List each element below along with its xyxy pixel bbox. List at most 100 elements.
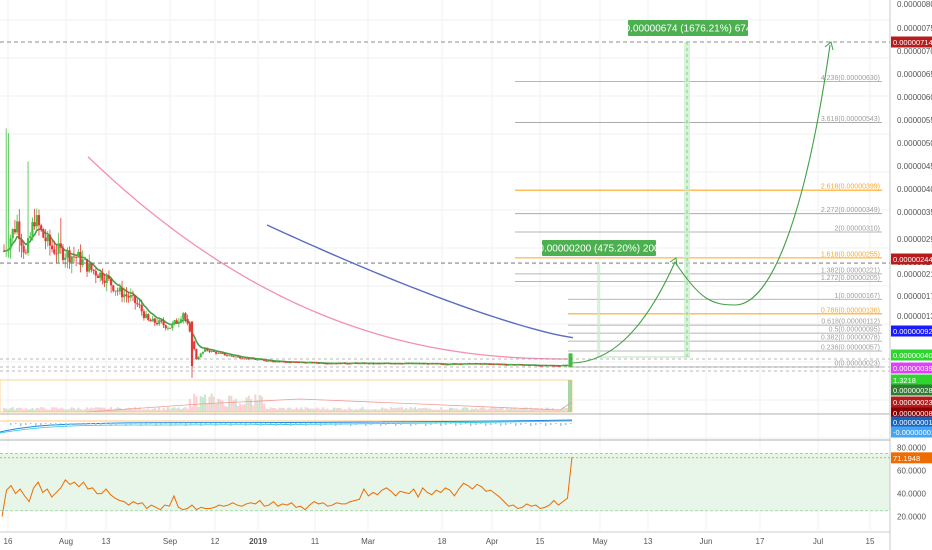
candle-body [302,362,305,364]
candle-body [293,362,296,363]
volume-bar [282,407,285,412]
candle-body [171,323,174,329]
candle-body [116,290,119,292]
volume-bar [420,408,423,412]
price-tag-label: 0.00000092 [893,327,932,336]
fibonacci-extension[interactable]: 4.236(0.00000630) 3.618(0.00000543) 2.618(… [515,75,882,368]
indicator-histogram [20,423,22,426]
volume-bar [564,408,567,412]
fib-level-label: 1.618(0.00000255) [821,251,880,258]
candle-body [85,259,89,272]
indicator-histogram [260,423,262,426]
price-axis[interactable]: 0.00000800 0.00000750 0.00000700 0.00000650… [889,0,932,550]
volume-bar [153,407,156,412]
volume-bar [538,409,541,412]
candle-body [461,363,465,365]
rsi-pane[interactable] [0,453,890,517]
indicator-histogram [515,423,517,426]
time-tick-label: Apr [486,537,499,546]
indicator-histogram [280,423,282,425]
price-tag-label: 0.00000039 [893,364,932,373]
volume-bar [160,409,163,412]
indicator-histogram [495,423,497,424]
time-tick-label: 18 [438,537,447,546]
price-tag-label: 0.00000028 [893,386,932,395]
candle-body [387,363,390,364]
price-tag-label: -0.00000001 [893,428,932,437]
candle-body [199,353,202,358]
candle-body [486,363,489,365]
candlesticks[interactable] [2,128,573,378]
volume-bar [387,409,390,412]
candle-body [298,362,301,363]
indicator-histogram [445,423,447,425]
price-tick-label: 0.00000550 [897,116,932,125]
indicator-histogram [240,423,242,424]
volume-bar [405,408,408,412]
volume-bar [138,407,141,412]
indicator-histogram [455,423,457,426]
volume-bar [123,409,126,412]
candle-body [295,362,299,363]
indicator-histogram [410,423,412,426]
time-tick-label: Aug [59,537,73,546]
volume-bar [134,407,137,412]
candle-body [409,363,412,364]
volume-bar [68,408,71,412]
volume-bar [250,399,253,412]
candle-body [77,251,80,258]
candle-body [464,363,467,365]
candle-body [92,269,95,271]
volume-bar [516,409,519,412]
price-tag [891,36,932,48]
candle-body [534,365,537,366]
volume-bar [182,408,185,412]
candle-body [164,325,167,329]
candle-body [529,365,532,367]
candle-body [313,362,316,364]
indicator-histogram [570,423,572,424]
volume-bar [234,398,237,412]
volume-bar [523,407,526,412]
candle-body [451,363,454,365]
candle-body [182,313,185,320]
volume-bar [247,395,250,412]
price-tick-label: 0.00000210 [897,270,932,279]
volume-bar [86,407,89,412]
candle-body [553,365,556,367]
candle-body [481,363,484,365]
candle-body [258,359,261,361]
target-label-text-2: 0.00000200 (475.20%) 200 [538,244,660,255]
volume-bar [466,408,469,412]
volume-bar [142,409,145,412]
indicator-histogram [185,423,187,426]
indicator-histogram [360,423,362,424]
candle-body [306,362,309,364]
volume-bar [381,407,384,412]
time-axis[interactable]: 16 Aug 13 Sep 12 2019 11 Mar 18 Apr 15 May 13 Jun 17 Ju… [0,531,890,546]
candle-body [385,363,388,364]
volume-bar [403,409,406,412]
projection-path[interactable]: 0.00000674 (1676.21%) 674 0.00000200 (475… [538,20,834,364]
volume-bar [77,407,80,412]
candle-body [538,365,541,367]
volume-bar [409,407,412,412]
candle-body [70,256,73,263]
candle-body [13,229,17,233]
candle-body [212,350,215,352]
volume-bar [315,407,318,412]
volume-bar [376,409,379,412]
volume-bar [88,408,91,412]
candle-body [197,357,200,360]
volume-bar [562,407,565,412]
fib-level-label: 2.618(0.00000399) [821,184,880,191]
volume-bar [149,409,152,412]
volume-bar [121,409,124,412]
candle-body [470,363,473,365]
volume-bar [193,393,196,412]
candle-body [337,362,340,364]
candle-body [273,361,277,363]
indicator-histogram [145,423,147,425]
price-tag [891,396,932,408]
